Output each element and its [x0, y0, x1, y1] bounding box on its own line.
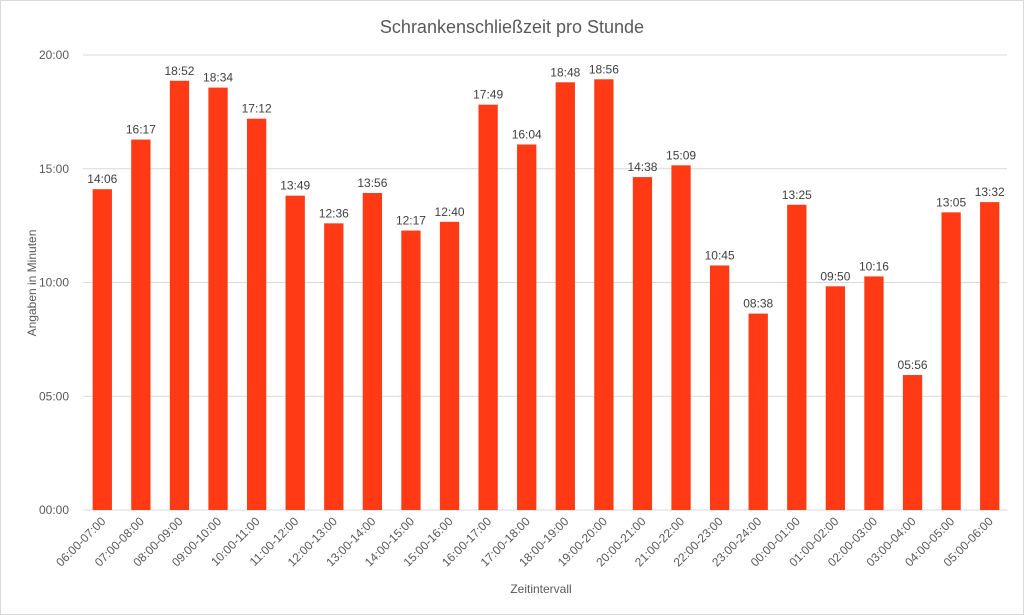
y-tick-label: 00:00	[39, 503, 69, 517]
bar	[864, 276, 884, 510]
bar	[671, 165, 691, 510]
data-label: 18:52	[164, 64, 194, 78]
data-label: 10:16	[859, 259, 889, 273]
data-label: 14:38	[627, 160, 657, 174]
y-axis-ticks: 00:00 05:00 10:00 15:00 20:00	[39, 48, 69, 517]
bar	[324, 223, 344, 510]
bar	[632, 177, 653, 510]
data-label: 09:50	[820, 269, 850, 283]
bar	[555, 82, 575, 511]
bar	[709, 265, 730, 510]
y-tick-label: 05:00	[39, 389, 69, 403]
data-label: 12:17	[396, 214, 426, 228]
data-label: 16:17	[126, 123, 156, 137]
y-tick-label: 20:00	[39, 48, 69, 62]
bar	[285, 195, 305, 510]
data-label: 13:05	[936, 195, 966, 209]
bar	[980, 202, 1000, 510]
y-tick-label: 15:00	[39, 162, 69, 176]
data-label: 10:45	[705, 248, 735, 262]
x-axis-title: Zeitintervall	[510, 582, 571, 596]
data-label: 13:25	[782, 188, 812, 202]
bar	[92, 189, 112, 510]
data-label: 16:04	[512, 127, 542, 141]
bar	[902, 375, 923, 510]
y-axis-title: Angaben in Minuten	[25, 230, 39, 337]
bar	[517, 144, 537, 510]
gridlines	[83, 54, 1007, 511]
bar	[401, 230, 421, 510]
data-label: 13:56	[357, 176, 387, 190]
data-label: 13:32	[975, 185, 1005, 199]
x-axis-ticks: 06:00-07:0007:00-08:0008:00-09:0009:00-1…	[53, 514, 996, 569]
data-label: 13:49	[280, 179, 310, 193]
bar	[131, 139, 151, 510]
bar	[208, 87, 228, 510]
bar	[362, 193, 383, 511]
data-label: 18:34	[203, 71, 233, 85]
bars	[92, 79, 1000, 511]
bar	[478, 104, 498, 510]
bar	[941, 212, 961, 510]
bar	[787, 204, 807, 510]
bar	[246, 118, 267, 510]
data-label: 12:40	[435, 205, 465, 219]
data-label: 17:49	[473, 88, 503, 102]
bar	[439, 221, 460, 510]
data-label: 18:48	[550, 65, 580, 79]
bar	[825, 286, 846, 510]
chart-title: Schrankenschließzeit pro Stunde	[380, 17, 644, 37]
data-labels: 14:06 16:17 18:52 18:34 17:12 13:49 12:36 13:56…	[87, 62, 1005, 372]
data-label: 17:12	[242, 102, 272, 116]
bar	[748, 313, 768, 510]
data-label: 08:38	[743, 297, 773, 311]
y-tick-label: 10:00	[39, 276, 69, 290]
data-label: 05:56	[898, 358, 928, 372]
data-label: 18:56	[589, 62, 619, 76]
data-label: 12:36	[319, 206, 349, 220]
data-label: 15:09	[666, 148, 696, 162]
data-label: 14:06	[87, 172, 117, 186]
bar	[594, 79, 614, 511]
bar	[169, 80, 190, 510]
